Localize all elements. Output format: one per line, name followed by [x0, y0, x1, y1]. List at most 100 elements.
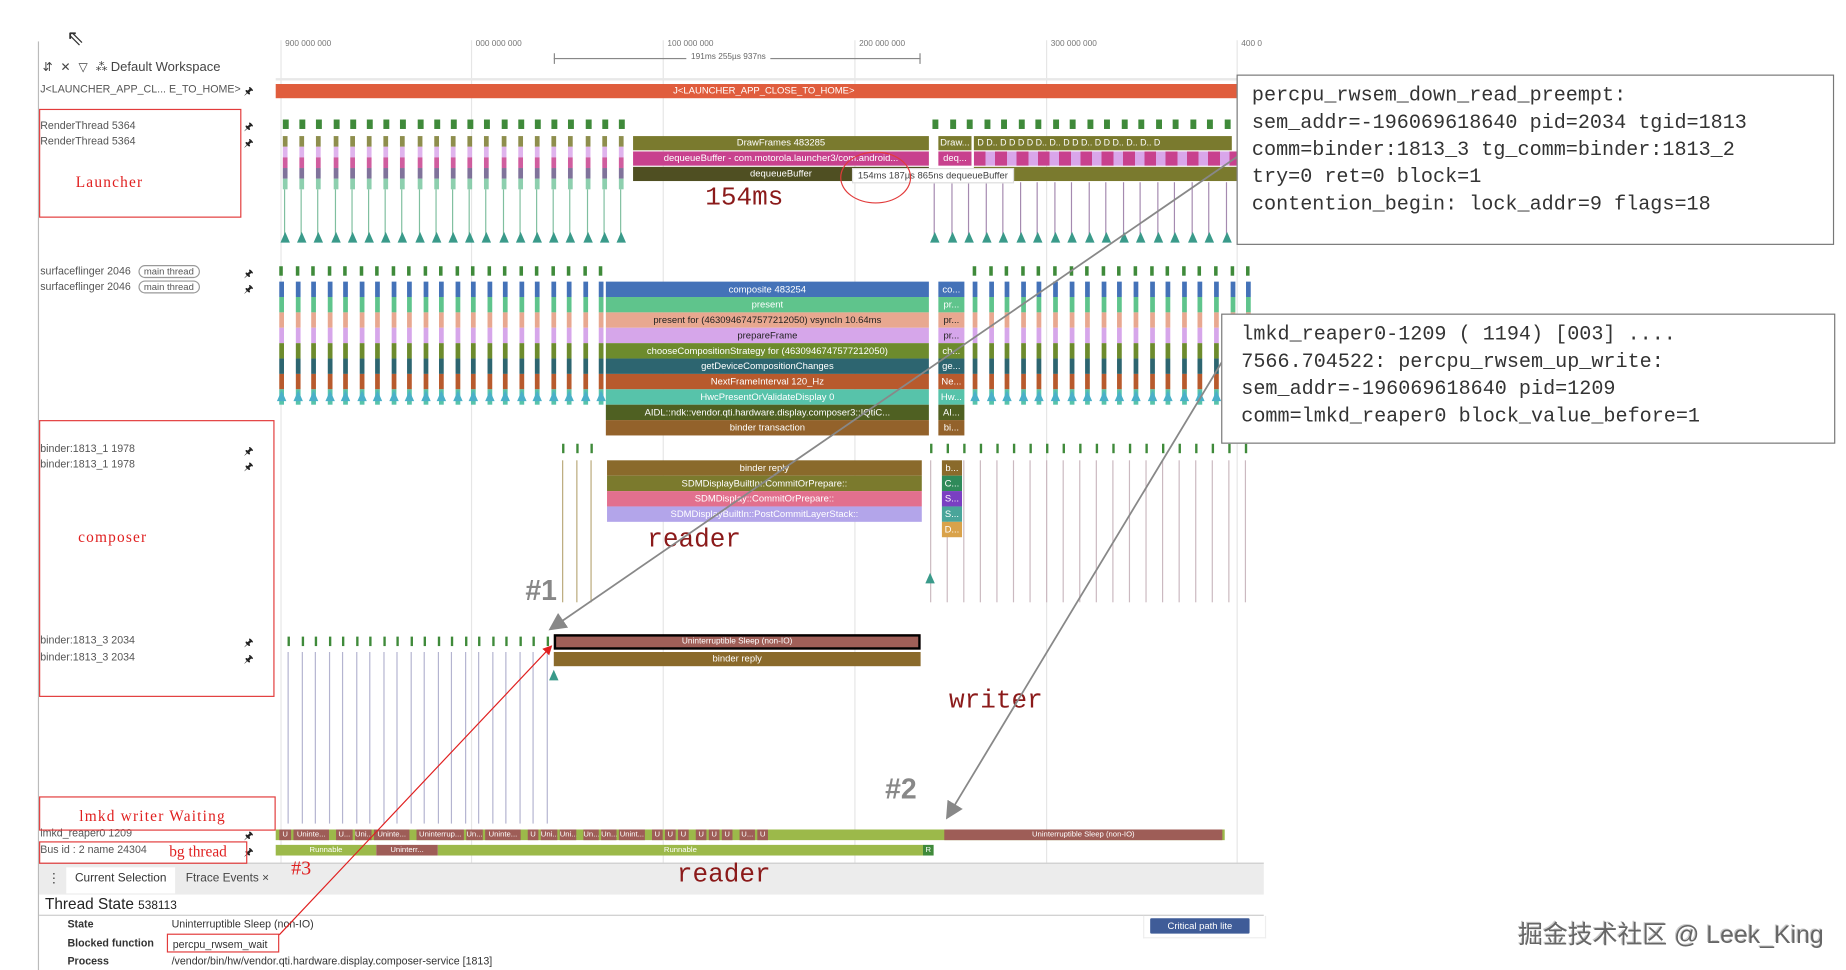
workspace-name[interactable]: Default Workspace — [110, 60, 221, 75]
sf-slice-small[interactable]: Hw... — [938, 389, 965, 405]
track-label-binder-1[interactable]: binder:1813_1 1978 — [40, 457, 135, 470]
workspace-icon[interactable]: ⁂ — [95, 61, 108, 75]
tab-current-selection[interactable]: Current Selection — [66, 867, 176, 894]
thread-state-segment[interactable]: R — [922, 844, 934, 856]
track-label-bus[interactable]: Bus id : 2 name 24304 — [40, 843, 147, 856]
drawframes-small-slices[interactable]: D D.. D D D D D.. D.. D D D.. D D D.. D.… — [973, 136, 1232, 151]
uninterruptible-sleep-slice[interactable]: Uninterruptible Sleep (non-IO) — [553, 634, 921, 650]
sf-slice-small[interactable]: ge... — [938, 358, 965, 374]
thread-state-segment[interactable]: Un... — [583, 829, 599, 841]
sf-slice[interactable]: AIDL::ndk::vendor.qti.hardware.display.c… — [605, 404, 929, 421]
pin-icon[interactable]: 🖈 — [243, 282, 254, 295]
binder-slice[interactable]: SDMDisplayBuiltIn::PostCommitLayerStack:… — [607, 506, 922, 522]
sf-slice-small[interactable]: pr... — [938, 327, 965, 344]
pin-icon[interactable]: 🖈 — [243, 137, 254, 150]
thread-state-segment[interactable]: U... — [336, 829, 353, 841]
track-label-binder-3[interactable]: binder:1813_3 2034 — [40, 650, 135, 663]
tab-ftrace-events[interactable]: Ftrace Events × — [186, 872, 269, 885]
track-label-surfaceflinger[interactable]: surfaceflinger 2046 main thread — [40, 280, 200, 294]
thread-state-segment[interactable]: Runnable — [275, 844, 377, 856]
binder-slice[interactable]: binder reply — [607, 460, 922, 476]
collapse-icon[interactable]: ⇵ — [42, 61, 53, 75]
pin-icon[interactable]: 🖈 — [243, 85, 254, 98]
pin-icon[interactable]: 🖈 — [243, 636, 254, 649]
sf-slice-small[interactable]: Ne... — [938, 373, 965, 390]
thread-state-segment[interactable]: Runnable — [437, 844, 923, 856]
thread-state-segment[interactable]: Uni... — [540, 829, 558, 841]
track-label-surfaceflinger[interactable]: surfaceflinger 2046 main thread — [40, 265, 200, 279]
track-label-binder-3[interactable]: binder:1813_3 2034 — [40, 634, 135, 647]
slice-line — [1062, 460, 1064, 603]
binder-slice-small[interactable]: S... — [941, 491, 963, 507]
track-label-renderthread[interactable]: RenderThread 5364 — [40, 119, 136, 132]
thread-state-segment[interactable]: U — [279, 829, 292, 841]
thread-state-segment[interactable]: Uninte... — [293, 829, 329, 841]
track-label-renderthread[interactable]: RenderThread 5364 — [40, 134, 136, 147]
thread-state-segment[interactable]: Unint... — [618, 829, 645, 841]
binder-slice-small[interactable]: C... — [941, 475, 963, 492]
pin-icon[interactable]: 🖈 — [243, 460, 254, 473]
track-label-launcher-slice[interactable]: J<LAUNCHER_APP_CL... E_TO_HOME> — [40, 82, 241, 95]
dequeuebuffer-small-slices[interactable] — [973, 151, 1252, 166]
dequeuebuffer-inner-small-slices[interactable] — [973, 166, 1252, 182]
sf-slice[interactable]: NextFrameInterval 120_Hz — [605, 373, 929, 390]
sf-slice[interactable]: prepareFrame — [605, 327, 929, 344]
thread-state-segment[interactable]: Un... — [601, 829, 617, 841]
drawframes-slice[interactable]: DrawFrames 483285 — [633, 136, 929, 151]
sf-slice-small[interactable]: pr... — [938, 312, 965, 328]
thread-state-segment[interactable]: Un... — [466, 829, 483, 841]
binder-slice[interactable]: SDMDisplayBuiltIn::CommitOrPrepare:: — [607, 475, 922, 492]
drawframes-slice[interactable]: Draw... — [938, 136, 972, 151]
thread-state-segment[interactable]: U... — [739, 829, 755, 841]
unpin-icon[interactable]: ✕ — [60, 61, 71, 75]
thread-state-segment[interactable]: Uninte... — [485, 829, 521, 841]
pin-icon[interactable]: 🖈 — [243, 653, 254, 666]
pin-icon[interactable]: 🖈 — [243, 846, 254, 858]
binder-slice-small[interactable]: S... — [941, 506, 963, 522]
pin-icon[interactable]: 🖈 — [243, 444, 254, 457]
critical-path-lite-button[interactable]: Critical path lite — [1150, 918, 1250, 934]
track-label-binder-1[interactable]: binder:1813_1 1978 — [40, 442, 135, 455]
filter-icon[interactable]: ▽ — [78, 61, 88, 75]
sf-slice-small[interactable]: ch... — [938, 343, 965, 359]
thread-state-segment[interactable]: Uninterr... — [376, 844, 438, 856]
lmkd-thread-state-track[interactable]: U Uninte... U... Uni... Uninte... Uninterrup.… — [275, 829, 1225, 841]
thread-state-segment[interactable]: U — [708, 829, 720, 841]
thread-state-segment[interactable]: U — [757, 829, 768, 841]
thread-state-segment[interactable]: U — [678, 829, 689, 841]
pin-icon[interactable]: 🖈 — [243, 120, 254, 133]
binder-slice-small[interactable]: b... — [941, 460, 963, 476]
thread-state-segment[interactable]: U — [721, 829, 733, 841]
thread-state-segment[interactable]: U — [527, 829, 539, 841]
thread-state-segment[interactable]: Uni... — [354, 829, 372, 841]
sf-slice[interactable]: HwcPresentOrValidateDisplay 0 — [605, 389, 929, 405]
thread-state-segment[interactable]: Uninte... — [373, 829, 410, 841]
bus-thread-state-track[interactable]: Runnable Uninterr... Runnable R — [275, 844, 934, 856]
pin-icon[interactable]: 🖈 — [243, 829, 254, 842]
sf-slice-small[interactable]: pr... — [938, 297, 965, 313]
thread-state-segment[interactable]: Uninterruptible Sleep (non-IO) — [944, 829, 1223, 841]
binder-reply-slice[interactable]: binder reply — [553, 651, 921, 667]
sf-slice[interactable]: present — [605, 297, 929, 313]
thread-state-segment[interactable]: Uni... — [559, 829, 577, 841]
sf-slice[interactable]: composite 483254 — [605, 281, 929, 298]
thread-state-segment[interactable]: U — [651, 829, 663, 841]
sf-slice-small[interactable]: bi... — [938, 420, 965, 436]
more-vert-icon[interactable]: ⋮ — [47, 872, 61, 887]
slice-column — [598, 327, 604, 344]
thread-state-segment[interactable]: Uninterrup... — [416, 829, 464, 841]
binder-slice[interactable]: SDMDisplay::CommitOrPrepare:: — [607, 491, 922, 507]
thread-state-segment[interactable]: U — [695, 829, 707, 841]
sf-slice[interactable]: present for (4630946747577212050) vsyncI… — [605, 312, 929, 328]
binder-slice-small[interactable]: D... — [941, 521, 963, 538]
sf-slice-small[interactable]: co... — [938, 281, 965, 298]
sf-slice-small[interactable]: AI... — [938, 404, 965, 421]
sf-slice[interactable]: getDeviceCompositionChanges — [605, 358, 929, 374]
pin-icon[interactable]: 🖈 — [243, 267, 254, 280]
close-icon[interactable]: × — [262, 872, 269, 886]
dequeuebuffer-slice[interactable]: deq... — [938, 151, 972, 166]
launcher-close-slice[interactable]: J<LAUNCHER_APP_CLOSE_TO_HOME> — [275, 84, 1252, 99]
sf-slice[interactable]: chooseCompositionStrategy for (463094674… — [605, 343, 929, 359]
track-label-lmkd[interactable]: lmkd_reaper0 1209 — [40, 827, 133, 839]
thread-state-segment[interactable]: U — [665, 829, 676, 841]
